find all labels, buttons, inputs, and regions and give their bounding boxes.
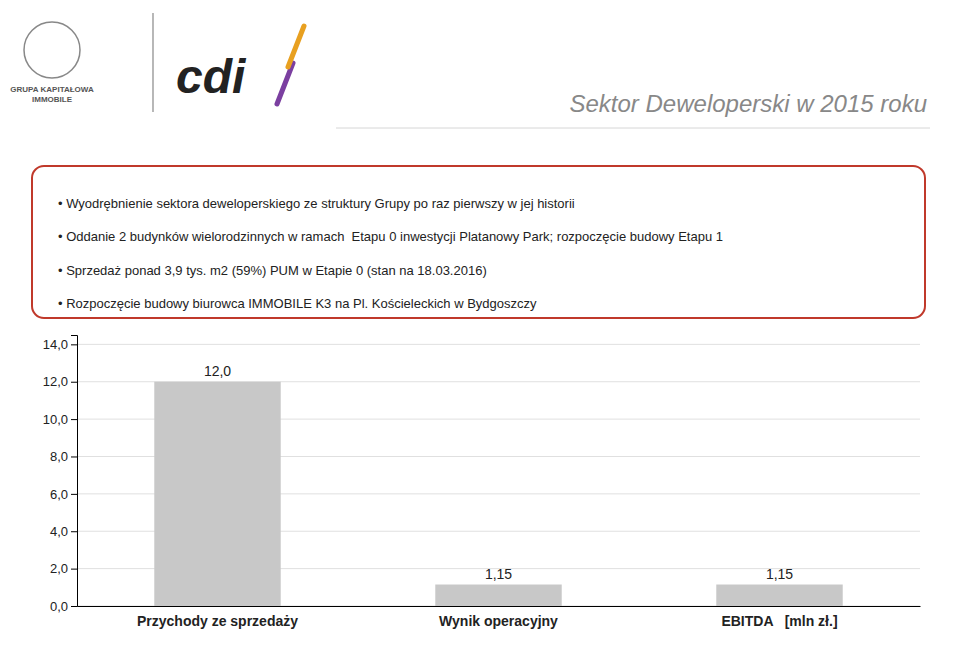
y-tick-label: 4,0 — [50, 524, 68, 539]
y-tick: 4,0 — [50, 524, 77, 539]
y-tick-mark — [71, 494, 77, 495]
x-tick: EBITDA [mln zł.] — [721, 613, 837, 629]
bullet-line: • Sprzedaż ponad 3,9 tys. m2 (59%) PUM w… — [58, 263, 487, 278]
y-tick: 10,0 — [43, 412, 77, 427]
logo-cdi: cdi — [176, 50, 247, 103]
bar — [716, 585, 842, 606]
y-tick: 12,0 — [43, 374, 77, 389]
y-tick-mark — [71, 569, 77, 570]
y-tick-label: 2,0 — [50, 561, 68, 576]
data-labels: 12,0 1,15 1,15 — [204, 363, 793, 582]
y-tick-label: 10,0 — [43, 412, 68, 427]
bullet-line: • Wyodrębnienie sektora deweloperskiego … — [58, 196, 575, 211]
bullet-line: • Rozpoczęcie budowy biurowca IMMOBILE K… — [58, 296, 537, 311]
x-tick-label: EBITDA [mln zł.] — [721, 613, 837, 629]
bar — [154, 382, 280, 606]
data-label: 1,15 — [485, 566, 512, 582]
y-tick: 8,0 — [50, 449, 77, 464]
x-tick-label: Wynik operacyjny — [439, 613, 558, 629]
y-tick: 6,0 — [50, 487, 77, 502]
y-tick-mark — [71, 344, 77, 345]
logo-text-line: GRUPA KAPITAŁOWA — [10, 85, 94, 94]
y-tick: 14,0 — [43, 337, 77, 352]
grid-line — [77, 344, 920, 345]
y-tick-label: 12,0 — [43, 374, 68, 389]
logo-text: GRUPA KAPITAŁOWAIMMOBILE — [10, 85, 94, 104]
bullet-box — [32, 166, 925, 318]
bar — [435, 585, 561, 606]
y-tick: 0,0 — [50, 599, 77, 614]
slash-top — [288, 26, 304, 67]
y-tick-mark — [71, 531, 77, 532]
bullet-line: • Oddanie 2 budynków wielorodzinnych w r… — [58, 229, 723, 244]
y-tick-label: 6,0 — [50, 487, 68, 502]
y-tick: 2,0 — [50, 561, 77, 576]
y-tick-label: 8,0 — [50, 449, 68, 464]
y-axis-line — [71, 336, 78, 607]
data-label: 1,15 — [766, 566, 793, 582]
data-label: 12,0 — [204, 363, 231, 379]
x-tick: Wynik operacyjny — [439, 613, 558, 629]
title: Sektor Deweloperski w 2015 roku — [569, 90, 927, 117]
logo-text-line: IMMOBILE — [32, 95, 73, 104]
title-rule — [336, 128, 930, 129]
separator — [152, 13, 153, 112]
y-tick-label: 14,0 — [43, 337, 68, 352]
y-tick-mark — [71, 456, 77, 457]
slash-bottom — [277, 63, 293, 104]
logo-circle — [24, 22, 80, 78]
bars — [154, 382, 842, 606]
x-tick-label: Przychody ze sprzedaży — [137, 613, 298, 629]
grid — [77, 344, 920, 606]
x-tick: Przychody ze sprzedaży — [137, 613, 298, 629]
y-axis: 0,0 2,0 4,0 6,0 8,0 10,0 12,0 14,0 — [43, 336, 78, 614]
x-axis-line — [78, 606, 921, 607]
y-tick-label: 0,0 — [50, 599, 68, 614]
y-tick-mark — [71, 382, 77, 383]
y-tick-mark — [71, 606, 77, 607]
y-tick-mark — [71, 419, 77, 420]
x-axis: Przychody ze sprzedaży Wynik operacyjny EB… — [78, 607, 921, 629]
chart: GRUPA KAPITAŁOWAIMMOBILE cdi Sektor Dewelo… — [0, 0, 959, 659]
